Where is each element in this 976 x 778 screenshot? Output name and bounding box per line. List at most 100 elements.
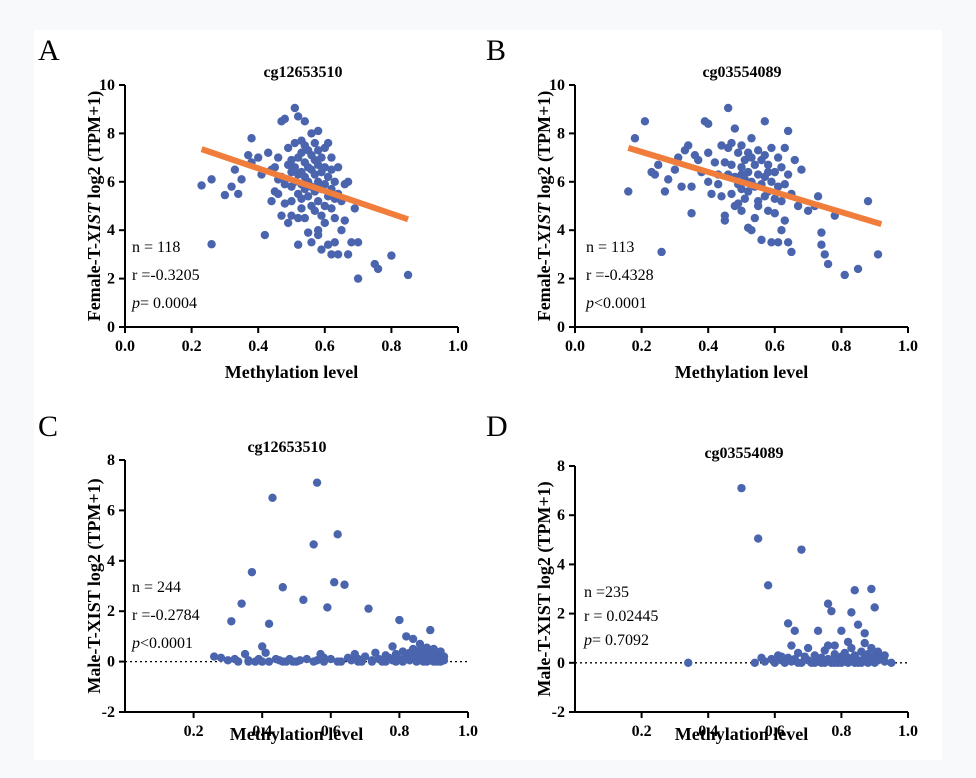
data-point <box>817 658 826 667</box>
data-point <box>727 138 736 148</box>
stat-n: n =235 <box>584 584 629 601</box>
data-point <box>287 211 296 220</box>
x-tick-label: 0.8 <box>831 723 851 740</box>
y-tick-label: 4 <box>557 222 565 239</box>
data-point <box>303 228 313 237</box>
data-point <box>293 112 303 121</box>
data-point <box>797 545 806 554</box>
x-tick-label: 0.6 <box>765 338 785 355</box>
data-point <box>853 620 863 629</box>
data-point <box>247 134 256 143</box>
data-point <box>783 170 793 179</box>
y-tick-label: 2 <box>557 606 565 623</box>
data-point <box>770 209 779 218</box>
data-point <box>743 167 753 177</box>
data-point <box>297 148 306 157</box>
data-point <box>371 648 380 657</box>
data-point <box>408 644 418 654</box>
data-point <box>783 238 793 247</box>
y-axis-label: Female-T-XIST log2 (TPM+1) <box>534 91 555 322</box>
data-point <box>278 583 287 592</box>
data-point <box>293 213 303 223</box>
stat-r: r = 0.02445 <box>584 608 658 625</box>
data-point <box>880 651 889 660</box>
data-point <box>197 181 206 190</box>
y-axis-label-italic: XIST <box>84 202 104 244</box>
y-tick-label: 6 <box>557 174 565 191</box>
data-point <box>803 643 813 653</box>
data-point <box>326 654 335 664</box>
y-tick-label: 2 <box>107 271 115 288</box>
data-point <box>727 160 736 170</box>
stat-p-label: p <box>131 295 140 312</box>
x-axis-label: Methylation level <box>675 724 808 744</box>
data-point <box>209 652 219 661</box>
data-point <box>773 153 783 162</box>
data-point <box>223 656 233 665</box>
data-point <box>767 143 776 153</box>
data-point <box>763 581 773 590</box>
data-point <box>853 264 863 274</box>
data-point <box>367 657 377 666</box>
y-axis-label-suffix: XIST log2 (TPM+1) <box>84 478 105 632</box>
data-point <box>353 238 363 247</box>
chart-title: cg03554089 <box>702 64 781 81</box>
data-point <box>264 619 274 628</box>
data-point <box>402 632 411 641</box>
data-point <box>320 180 329 189</box>
data-point <box>654 160 663 170</box>
x-tick-label: 0.8 <box>831 338 851 355</box>
data-point <box>813 192 823 201</box>
y-axis-label: Female-T-XIST log2 (TPM+1) <box>84 91 105 322</box>
data-point <box>278 657 287 666</box>
data-point <box>327 165 336 174</box>
data-point <box>313 146 323 155</box>
data-point <box>317 153 326 162</box>
data-point <box>254 153 263 162</box>
data-point <box>293 240 303 249</box>
x-tick-label: 0.2 <box>632 723 652 740</box>
data-point <box>887 658 896 667</box>
data-point <box>860 629 869 638</box>
data-point <box>867 643 876 653</box>
data-point <box>227 617 236 626</box>
data-point <box>780 216 789 225</box>
stat-n: n = 118 <box>132 239 180 256</box>
data-point <box>797 165 806 174</box>
data-point <box>763 160 773 170</box>
data-point <box>333 250 343 259</box>
data-point <box>320 218 329 228</box>
y-tick-label: 0 <box>107 319 115 336</box>
data-point <box>260 230 270 240</box>
data-point <box>624 187 633 196</box>
x-tick-label: 0.4 <box>698 338 718 355</box>
data-point <box>730 124 740 133</box>
data-point <box>713 180 723 189</box>
data-point <box>297 204 306 213</box>
data-point <box>333 530 342 539</box>
chart-title: cg12653510 <box>247 439 326 456</box>
stat-p-label: p <box>131 635 140 652</box>
data-point <box>777 652 786 661</box>
data-point <box>777 196 786 206</box>
data-point <box>717 141 726 150</box>
data-point <box>337 226 346 235</box>
data-point <box>640 117 650 126</box>
data-point <box>740 155 750 165</box>
data-point <box>277 211 286 220</box>
data-point <box>395 615 404 625</box>
data-point <box>309 540 318 549</box>
data-point <box>813 626 823 636</box>
stat-r: r =-0.4328 <box>586 267 654 284</box>
data-point <box>863 658 873 667</box>
data-point <box>707 189 716 199</box>
data-point <box>753 146 763 155</box>
data-point <box>704 119 713 128</box>
data-point <box>310 138 320 148</box>
chart-title: cg03554089 <box>704 445 783 462</box>
y-axis-label-prefix: Female-T- <box>534 243 554 321</box>
x-tick-label: 1.0 <box>458 723 478 740</box>
data-point <box>770 167 779 177</box>
data-point <box>207 175 216 184</box>
data-point <box>747 134 756 143</box>
